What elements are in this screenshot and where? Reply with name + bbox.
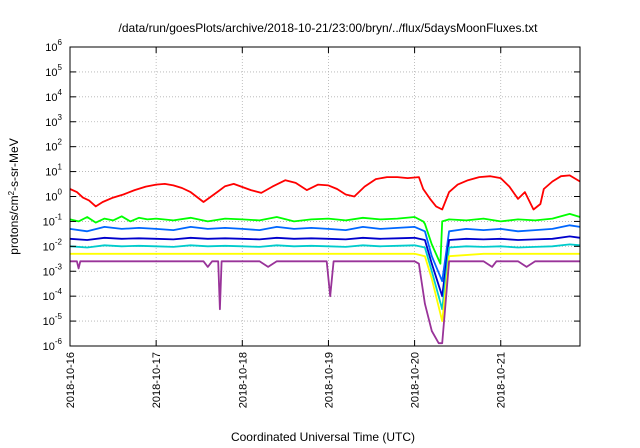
x-tick-label: 2018-10-18 bbox=[237, 352, 249, 408]
series-line-4 bbox=[69, 235, 581, 298]
y-tick-label: 10-1 bbox=[43, 212, 63, 228]
y-axis-label-exp: 2 bbox=[7, 190, 16, 195]
y-tick-label: 103 bbox=[45, 113, 62, 129]
x-axis-label: Coordinated Universal Time (UTC) bbox=[231, 430, 415, 444]
series-line-6 bbox=[70, 252, 580, 323]
y-axis-label-part1: protons/cm bbox=[7, 195, 21, 254]
y-axis-label: protons/cm2-s-sr-MeV bbox=[7, 138, 22, 254]
series-line-2 bbox=[69, 212, 581, 265]
y-axis-label-part2: -s-sr-MeV bbox=[7, 138, 21, 191]
y-tick-label: 10-3 bbox=[43, 262, 63, 278]
y-tick-label: 10-4 bbox=[43, 287, 63, 303]
x-tick-label: 2018-10-16 bbox=[65, 352, 77, 408]
y-tick-label: 102 bbox=[45, 138, 62, 154]
chart-title: /data/run/goesPlots/archive/2018-10-21/2… bbox=[119, 21, 539, 35]
y-axis: 10-6 10-5 10-4 10-3 10-2 10-1 100 101 102 103 104 1… bbox=[43, 38, 580, 353]
series-line-1 bbox=[69, 174, 581, 211]
y-tick-label: 106 bbox=[45, 38, 62, 54]
x-tick-label: 2018-10-17 bbox=[151, 352, 163, 408]
y-tick-label: 105 bbox=[45, 63, 62, 79]
plot-series bbox=[69, 174, 581, 345]
y-tick-label: 10-2 bbox=[43, 237, 63, 253]
series-line-7 bbox=[70, 260, 580, 345]
y-tick-label: 104 bbox=[45, 88, 62, 104]
y-tick-label: 10-6 bbox=[43, 337, 63, 353]
x-tick-label: 2018-10-19 bbox=[323, 352, 335, 408]
series-line-5 bbox=[69, 243, 581, 311]
y-tick-label: 10-5 bbox=[43, 312, 63, 328]
x-tick-label: 2018-10-21 bbox=[496, 352, 508, 408]
y-tick-label: 100 bbox=[45, 188, 62, 204]
x-axis: 2018-10-16 2018-10-17 2018-10-18 2018-10-19… bbox=[65, 47, 508, 408]
x-tick-label: 2018-10-20 bbox=[410, 352, 422, 408]
y-tick-label: 101 bbox=[45, 163, 62, 179]
series-line-3 bbox=[69, 224, 581, 283]
